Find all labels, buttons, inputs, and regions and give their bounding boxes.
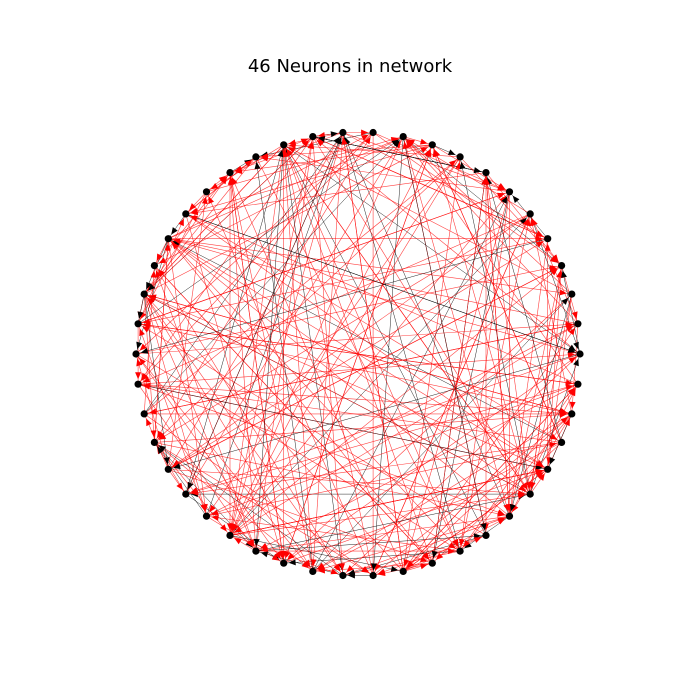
neuron-node: [182, 491, 189, 498]
neuron-node: [429, 560, 436, 567]
arrowhead: [474, 167, 481, 173]
neuron-node: [135, 320, 142, 327]
excitatory-edge: [154, 442, 312, 571]
excitatory-edge: [460, 414, 572, 551]
excitatory-edge: [138, 214, 530, 384]
excitatory-edge: [432, 173, 486, 564]
arrowhead: [503, 504, 509, 512]
neuron-node: [252, 548, 259, 555]
arrowhead: [561, 271, 567, 278]
excitatory-edge: [136, 354, 313, 571]
excitatory-edge: [138, 384, 561, 442]
arrowhead: [139, 329, 145, 337]
neuron-node: [182, 210, 189, 217]
neuron-node: [568, 410, 575, 417]
arrowhead: [361, 130, 368, 136]
neuron-node: [339, 129, 346, 136]
neuron-node: [370, 572, 377, 579]
neuron-node: [457, 548, 464, 555]
excitatory-edge: [136, 324, 578, 354]
excitatory-edge: [154, 214, 530, 443]
neuron-node: [309, 568, 316, 575]
arrowhead: [331, 131, 338, 137]
neuron-node: [203, 188, 210, 195]
excitatory-edge: [154, 442, 373, 575]
inhibitory-edge: [138, 137, 403, 324]
excitatory-edge: [373, 414, 572, 576]
neuron-node: [400, 568, 407, 575]
neuron-node: [574, 320, 581, 327]
arrowhead: [420, 139, 428, 145]
neuron-node: [151, 439, 158, 446]
neuron-node: [527, 210, 534, 217]
neuron-node: [482, 169, 489, 176]
neuron-node: [226, 532, 233, 539]
excitatory-edge: [168, 239, 530, 494]
excitatory-edge: [284, 294, 572, 563]
neuron-node: [506, 188, 513, 195]
neuron-node: [544, 235, 551, 242]
neuron-node: [141, 410, 148, 417]
neuron-node: [574, 381, 581, 388]
arrowhead: [171, 227, 178, 235]
neuron-node: [370, 129, 377, 136]
arrowhead: [545, 244, 551, 251]
neuron-node: [280, 560, 287, 567]
neuron-node: [568, 291, 575, 298]
neuron-node: [203, 513, 210, 520]
inhibitory-edge: [256, 494, 530, 551]
neuron-node: [141, 291, 148, 298]
inhibitory-edge: [284, 145, 343, 576]
arrowhead: [420, 564, 428, 570]
neuron-node: [135, 381, 142, 388]
arrowhead: [142, 326, 150, 332]
excitatory-edge: [230, 324, 578, 536]
neuron-node: [400, 133, 407, 140]
neuron-node: [527, 491, 534, 498]
neuron-node: [544, 466, 551, 473]
neuron-node: [558, 439, 565, 446]
excitatory-edge: [186, 214, 562, 443]
neuron-node: [226, 169, 233, 176]
neuron-node: [506, 513, 513, 520]
neuron-node: [132, 350, 139, 357]
excitatory-edge: [154, 442, 230, 535]
arrowhead: [261, 552, 269, 558]
neuron-node: [457, 153, 464, 160]
neuron-node: [309, 133, 316, 140]
inhibitory-edge: [373, 137, 403, 576]
neuron-node: [558, 262, 565, 269]
arrowhead: [151, 430, 157, 437]
arrowhead: [513, 196, 520, 203]
inhibitory-edge: [284, 145, 580, 354]
excitatory-edge: [313, 133, 343, 137]
neuron-node: [482, 532, 489, 539]
neuron-node: [429, 141, 436, 148]
arrowhead: [135, 372, 141, 379]
neuron-node: [252, 153, 259, 160]
excitatory-edge: [373, 133, 561, 266]
excitatory-edge: [154, 442, 509, 516]
neuron-node: [280, 141, 287, 148]
neuron-node: [339, 572, 346, 579]
excitatory-edge: [230, 192, 510, 536]
excitatory-edge: [460, 214, 530, 551]
inhibitory-edge: [284, 145, 486, 536]
inhibitory-edge: [138, 294, 144, 324]
arrowhead: [234, 538, 242, 544]
excitatory-edge: [284, 145, 531, 494]
neuron-node: [165, 235, 172, 242]
excitatory-edge: [168, 239, 572, 294]
arrowhead: [432, 551, 438, 559]
neuron-node: [151, 262, 158, 269]
neuron-node: [576, 350, 583, 357]
neuron-node: [165, 466, 172, 473]
